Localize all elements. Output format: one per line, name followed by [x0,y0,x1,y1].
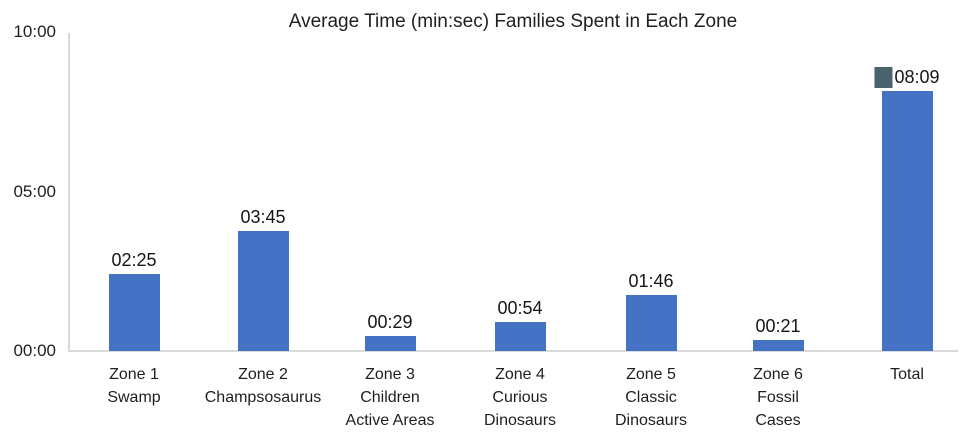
x-label-zone-3-children-active-areas: Zone 3 Children Active Areas [346,363,435,432]
bar-zone-4-curious-dinosaurs [494,322,546,351]
x-label-zone-1-swamp: Zone 1 Swamp [107,363,160,409]
x-label-line: Active Areas [345,412,435,429]
value-text: 03:45 [240,207,286,227]
value-label-zone-5-classic-dinosaurs: 01:46 [628,270,673,292]
x-label-line: Zone 5 [626,366,676,383]
y-tick-10-00: 10:00 [13,22,56,41]
x-label-zone-5-classic-dinosaurs: Zone 5 Classic Dinosaurs [615,363,687,432]
x-label-line: Dinosaurs [483,412,557,429]
x-label-line: Zone 2 [238,366,288,383]
chart-title: Average Time (min:sec) Families Spent in… [288,11,738,32]
value-text: 08:09 [894,67,940,87]
selection-marker-square [874,66,893,88]
bar-total [881,91,933,351]
value-text: 02:25 [111,250,157,270]
value-label-zone-6-fossil-cases: 00:21 [755,315,800,337]
x-label-line: Zone 6 [753,366,803,383]
x-label-line: Fossil [757,389,799,406]
bar-zone-5-classic-dinosaurs [625,295,677,351]
x-label-line: Champsosaurus [204,389,322,406]
value-text: 00:29 [367,312,413,332]
value-label-zone-2-champsosaurus: 03:45 [240,206,285,228]
x-label-line: Dinosaurs [614,412,688,429]
value-label-zone-4-curious-dinosaurs: 00:54 [497,297,542,319]
x-label-total: Total [890,363,924,386]
x-label-line: Swamp [107,389,161,406]
value-label-zone-3-children-active-areas: 00:29 [367,311,412,333]
value-label-zone-1-swamp: 02:25 [111,249,156,271]
x-label-line: Zone 3 [365,366,415,383]
x-label-line: Children [360,389,420,406]
x-label-line: Zone 1 [109,366,159,383]
bar-zone-1-swamp [108,274,160,351]
bar-zone-6-fossil-cases [752,340,804,351]
y-tick-05-00: 05:00 [13,181,56,201]
x-label-line: Cases [755,412,801,429]
x-label-zone-4-curious-dinosaurs: Zone 4 Curious Dinosaurs [484,363,556,432]
x-label-zone-2-champsosaurus: Zone 2 Champsosaurus [205,363,322,409]
y-tick-00-00: 00:00 [13,341,56,360]
value-text: 00:54 [497,298,543,318]
value-text: 01:46 [628,271,674,291]
plot-area [68,33,958,352]
bar-zone-2-champsosaurus [237,231,289,351]
x-label-line: Classic [625,389,677,406]
x-label-line: Curious [492,389,548,406]
value-label-total: 08:09 [874,66,940,88]
x-label-line: Zone 4 [495,366,545,383]
value-text: 00:21 [755,316,801,336]
x-label-zone-6-fossil-cases: Zone 6 Fossil Cases [753,363,803,432]
bar-zone-3-children-active-areas [364,336,416,351]
x-label-line: Total [890,366,924,383]
